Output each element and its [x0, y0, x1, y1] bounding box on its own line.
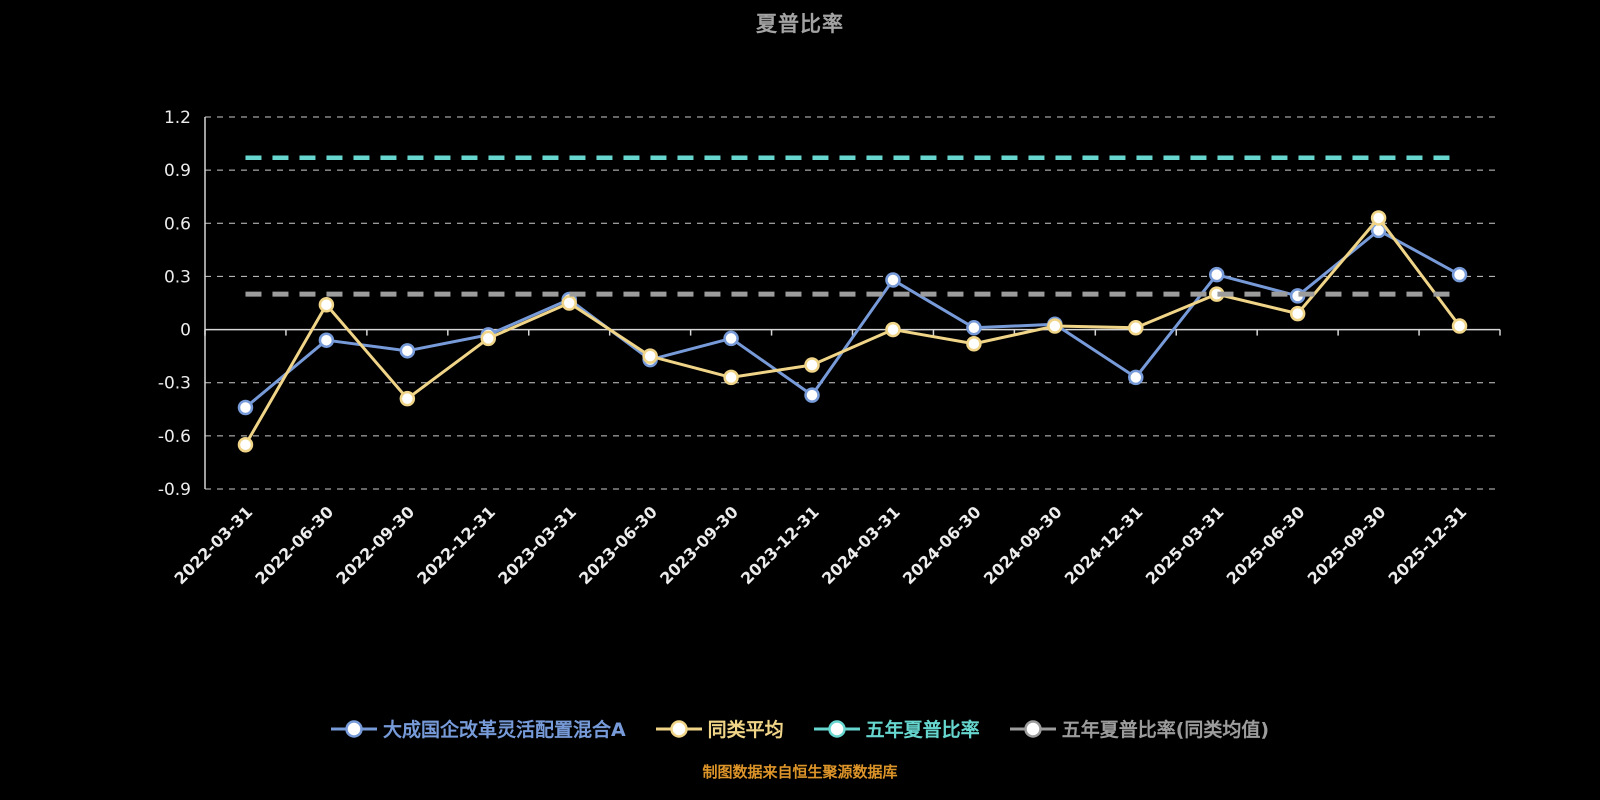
data-point[interactable] [804, 357, 820, 373]
chart-legend: 大成国企改革灵活配置混合A 同类平均 五年夏普比率 五年夏普比率(同类均值) [0, 715, 1600, 742]
data-point[interactable] [399, 390, 416, 407]
y-axis-tick-label: -0.6 [158, 427, 191, 447]
x-axis-tick-label: 2023-12-31 [737, 502, 823, 588]
x-axis-tick-label: 2024-03-31 [818, 502, 904, 588]
series-line[interactable] [244, 216, 1461, 446]
data-point[interactable] [1047, 318, 1063, 334]
legend-item-0[interactable]: 大成国企改革灵活配置混合A [330, 715, 626, 742]
x-axis-tick-label: 2023-03-31 [494, 502, 580, 588]
data-point[interactable] [237, 436, 254, 453]
data-point[interactable] [237, 399, 254, 416]
y-axis-tick-label: 0.3 [164, 267, 191, 287]
data-point[interactable] [318, 297, 335, 313]
data-point[interactable] [966, 335, 982, 352]
x-axis-tick-label: 2024-09-30 [980, 502, 1066, 588]
legend-item-3[interactable]: 五年夏普比率(同类均值) [1009, 715, 1270, 742]
legend-marker-icon [1009, 719, 1056, 738]
x-axis-tick-label: 2025-03-31 [1142, 502, 1228, 588]
legend-marker-icon [813, 719, 860, 738]
data-point[interactable] [642, 348, 658, 364]
y-axis-tick-label: -0.9 [158, 480, 191, 500]
data-source-note: 制图数据来自恒生聚源数据库 [702, 763, 898, 781]
x-axis-tick-label: 2024-06-30 [899, 502, 985, 588]
chart-title: 夏普比率 [756, 12, 844, 36]
data-point[interactable] [561, 295, 577, 311]
legend-label: 同类平均 [707, 719, 784, 741]
data-point[interactable] [804, 387, 820, 403]
x-axis-tick-label: 2024-12-31 [1061, 502, 1147, 588]
x-axis-tick-label: 2025-09-30 [1304, 502, 1390, 588]
data-point[interactable] [723, 369, 739, 386]
y-axis-tick-label: 0.6 [164, 214, 191, 234]
y-axis-tick-label: -0.3 [158, 374, 191, 394]
x-axis-tick-label: 2025-06-30 [1223, 502, 1309, 588]
x-axis-tick-label: 2023-09-30 [656, 502, 742, 588]
data-point[interactable] [966, 320, 982, 336]
data-point[interactable] [480, 330, 497, 347]
x-axis-tick-label: 2022-03-31 [170, 502, 256, 588]
x-axis-tick-label: 2022-06-30 [251, 502, 337, 588]
data-point[interactable] [1289, 305, 1306, 322]
data-point[interactable] [885, 272, 901, 288]
x-axis-tick-label: 2022-09-30 [332, 502, 418, 588]
data-point[interactable] [1451, 266, 1468, 283]
legend-item-2[interactable]: 五年夏普比率 [813, 715, 980, 742]
y-axis-tick-label: 1.2 [164, 108, 191, 128]
x-axis-tick-label: 2025-12-31 [1385, 502, 1471, 588]
legend-label: 大成国企改革灵活配置混合A [382, 719, 626, 741]
data-point[interactable] [318, 332, 335, 348]
series-line[interactable] [244, 228, 1461, 409]
x-axis-tick-label: 2023-06-30 [575, 502, 661, 588]
data-point[interactable] [1208, 266, 1225, 283]
data-point[interactable] [1128, 369, 1144, 386]
x-axis-tick-label: 2022-12-31 [413, 502, 499, 588]
legend-marker-icon [330, 719, 377, 738]
y-axis-tick-label: 0 [180, 321, 191, 341]
data-point[interactable] [1370, 210, 1387, 226]
data-point[interactable] [399, 343, 416, 359]
data-point[interactable] [1451, 318, 1468, 334]
legend-label: 五年夏普比率 [865, 719, 980, 741]
legend-label: 五年夏普比率(同类均值) [1061, 719, 1270, 741]
y-axis-tick-label: 0.9 [164, 161, 191, 181]
data-point[interactable] [723, 330, 739, 347]
data-point[interactable] [885, 321, 901, 338]
legend-item-1[interactable]: 同类平均 [655, 715, 784, 742]
legend-marker-icon [655, 719, 702, 738]
data-point[interactable] [1128, 320, 1144, 336]
